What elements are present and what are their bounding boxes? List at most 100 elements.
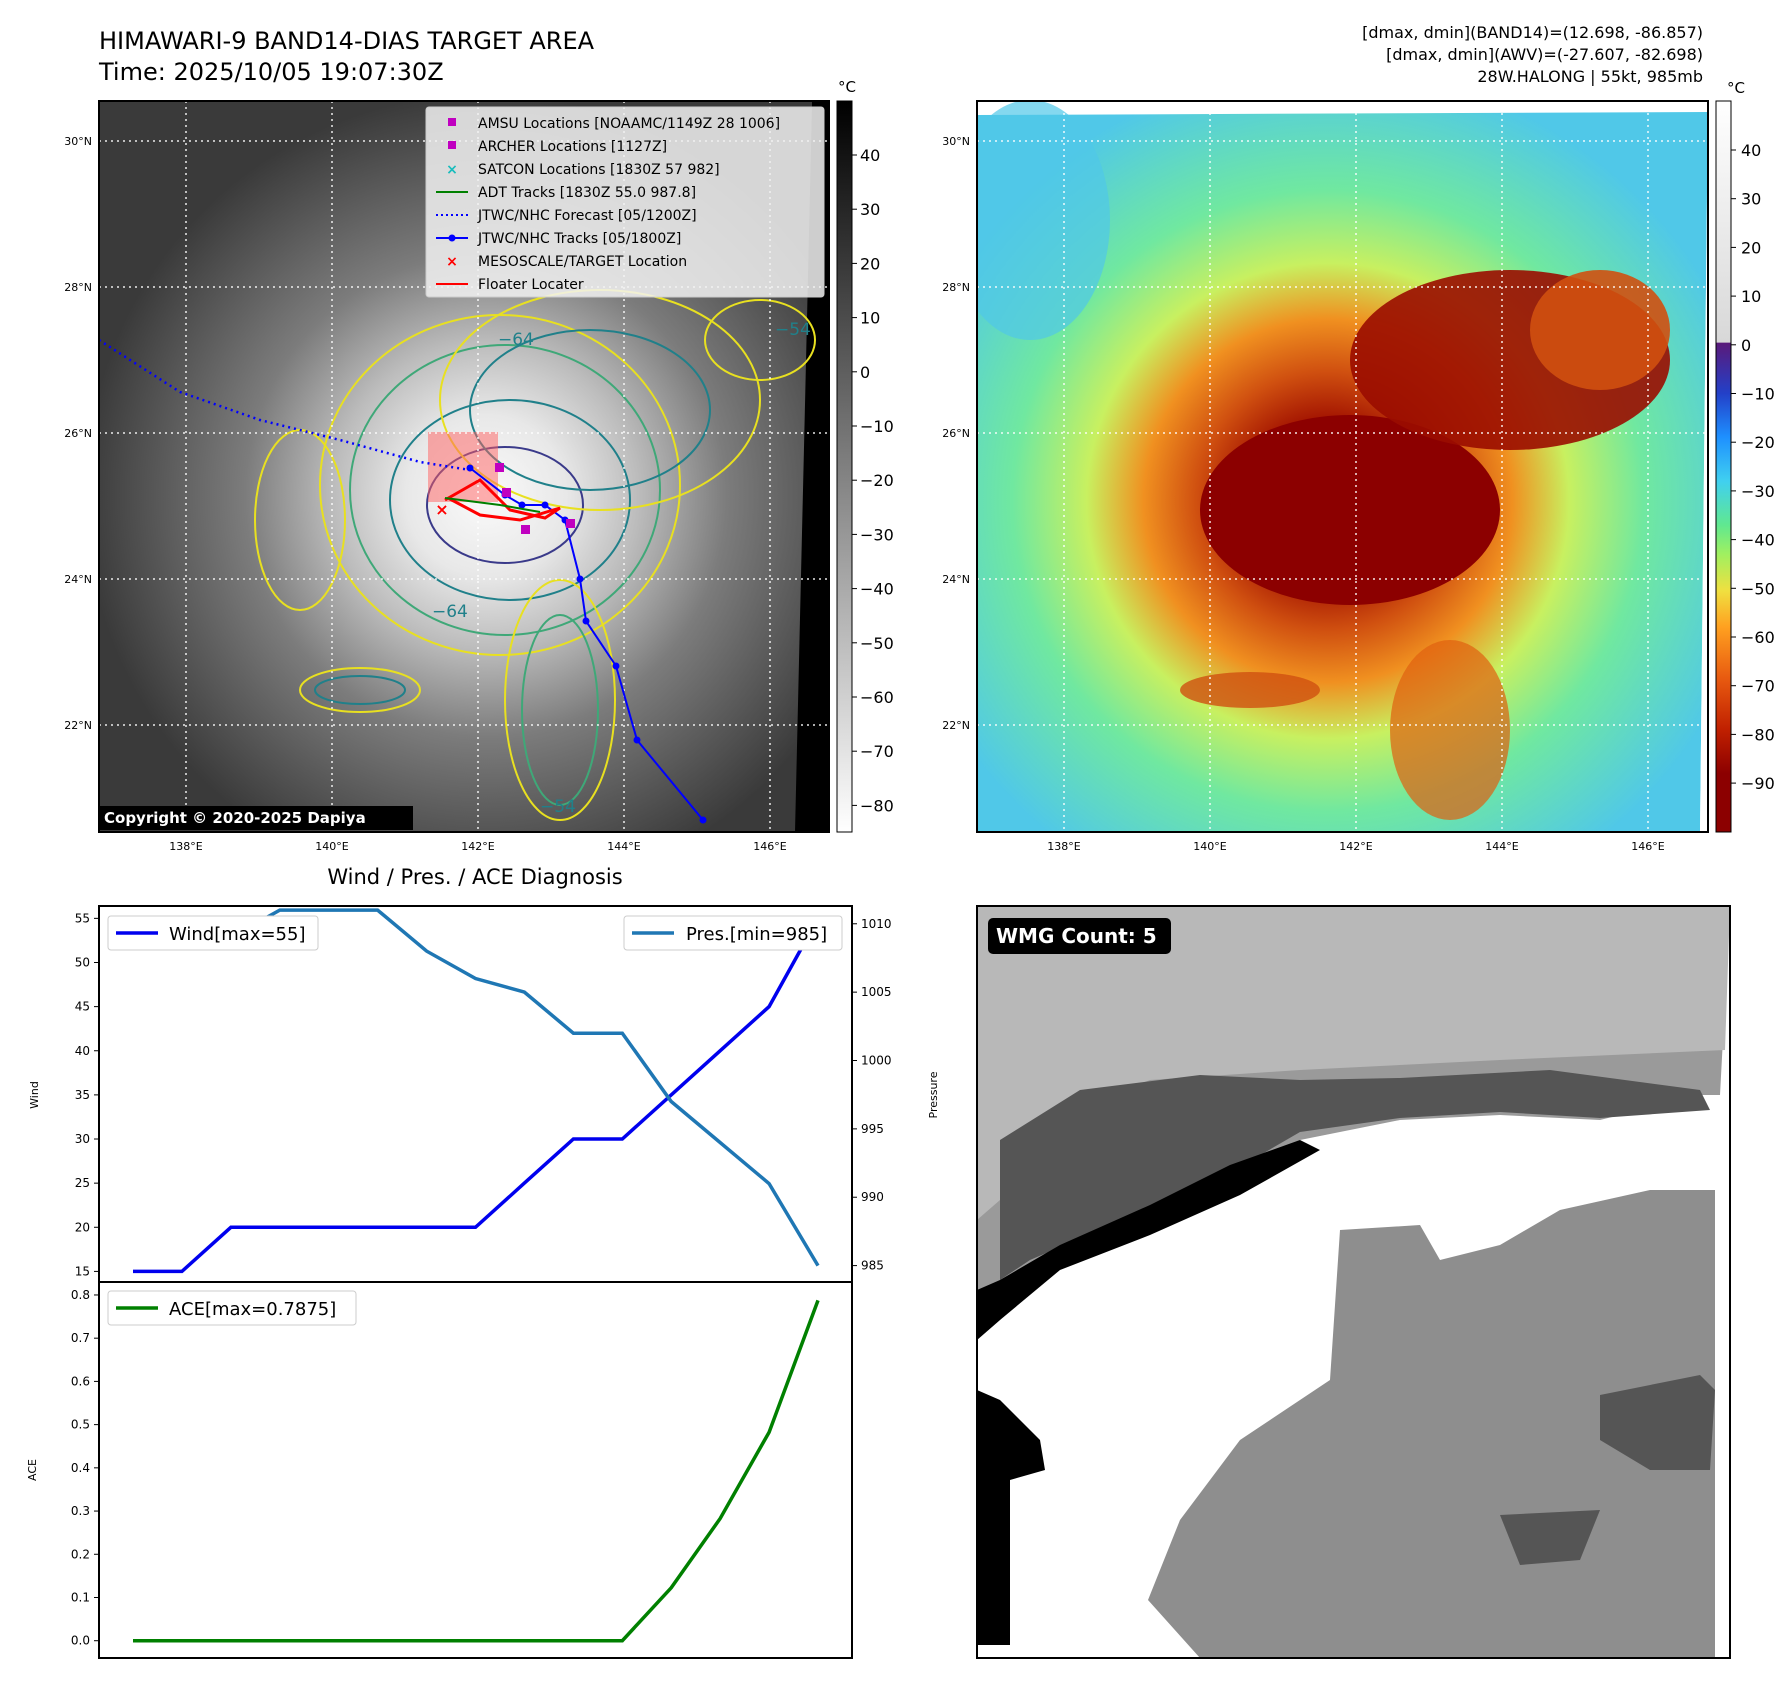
info-line-1: [dmax, dmin](BAND14)=(12.698, -86.857) bbox=[1362, 23, 1703, 42]
lat-tick: 28°N bbox=[64, 281, 92, 294]
lon-tick: 140°E bbox=[1193, 840, 1226, 853]
colorbar-tick-label: 20 bbox=[860, 254, 880, 273]
contour-label: −54 bbox=[775, 320, 811, 340]
colorbar-tick-label: −50 bbox=[860, 634, 894, 653]
colorbar-tick-label: 10 bbox=[1741, 287, 1761, 306]
pressure-axis-label: Pressure bbox=[927, 1071, 940, 1118]
ace-tick-label: 0.7 bbox=[71, 1331, 90, 1345]
colorbar-tick-label: −40 bbox=[860, 580, 894, 599]
wind-pressure-chart: 15 20 25 30 35 40 45 50 55 985 990 995 1000 1005 1010 W… bbox=[75, 905, 892, 1283]
ace-tick-label: 0.4 bbox=[71, 1461, 90, 1475]
ace-tick-label: 0.1 bbox=[71, 1590, 90, 1604]
info-line-2: [dmax, dmin](AWV)=(-27.607, -82.698) bbox=[1386, 45, 1703, 64]
wind-tick-label: 45 bbox=[75, 1000, 90, 1014]
wind-tick-label: 20 bbox=[75, 1220, 90, 1234]
contour-label: −64 bbox=[432, 602, 468, 622]
legend-dot bbox=[448, 234, 456, 242]
lon-tick: 142°E bbox=[1339, 840, 1372, 853]
colorbar-tick-label: −60 bbox=[860, 688, 894, 707]
legend-marker-x: × bbox=[446, 162, 458, 178]
colorbar-tick-label: −30 bbox=[1741, 482, 1775, 501]
colorbar-tick-label: −60 bbox=[1741, 628, 1775, 647]
lon-tick: 138°E bbox=[1047, 840, 1080, 853]
colorbar-tick-label: −10 bbox=[860, 417, 894, 436]
adt-track bbox=[444, 497, 541, 513]
colorbar-tick-label: −40 bbox=[1741, 531, 1775, 550]
pressure-tick-label: 1010 bbox=[861, 917, 892, 931]
colorbar-tick-label: −70 bbox=[1741, 677, 1775, 696]
pressure-tick-label: 995 bbox=[861, 1122, 884, 1136]
ace-tick-label: 0.5 bbox=[71, 1418, 90, 1432]
ace-axis-label: ACE bbox=[26, 1459, 39, 1481]
pressure-tick-label: 1005 bbox=[861, 985, 892, 999]
ace-chart: 0.0 0.1 0.2 0.3 0.4 0.5 0.6 0.7 0.8 ACE[max=0.787… bbox=[71, 1281, 853, 1659]
lon-tick: 146°E bbox=[1631, 840, 1664, 853]
colorbar-tick-label: 0 bbox=[1741, 336, 1751, 355]
colorbar-tick-label: 20 bbox=[1741, 238, 1761, 257]
left-map-ticks: 138°E 140°E 142°E 144°E 146°E 30°N 28°N … bbox=[64, 135, 787, 853]
wind-tick-label: 40 bbox=[75, 1044, 90, 1058]
wind-legend-box bbox=[107, 915, 319, 951]
figure-time: Time: 2025/10/05 19:07:30Z bbox=[98, 58, 444, 86]
map-band14-gray: −64 −64 −54 −54 bbox=[98, 100, 830, 833]
legend: AMSU Locations [NOAAMC/1149Z 28 1006] ARC… bbox=[425, 106, 825, 298]
lon-tick: 144°E bbox=[607, 840, 640, 853]
lat-tick: 30°N bbox=[64, 135, 92, 148]
colorbar-tick-label: −20 bbox=[860, 471, 894, 490]
colorbar-tick-label: 40 bbox=[860, 146, 880, 165]
colorbar-unit: °C bbox=[1727, 79, 1745, 97]
ace-legend-box bbox=[107, 1290, 357, 1326]
contour-label: −64 bbox=[498, 330, 534, 350]
colorbar-tick-label: 0 bbox=[860, 363, 870, 382]
colorbar-tick-label: −50 bbox=[1741, 579, 1775, 598]
legend-label: ARCHER Locations [1127Z] bbox=[478, 139, 667, 155]
legend-label: SATCON Locations [1830Z 57 982] bbox=[478, 162, 720, 178]
legend-label: JTWC/NHC Forecast [05/1200Z] bbox=[477, 208, 697, 224]
wind-series-line bbox=[133, 917, 820, 1274]
legend-marker-square bbox=[448, 141, 456, 149]
info-line-3: 28W.HALONG | 55kt, 985mb bbox=[1477, 67, 1703, 86]
wmg-count: WMG Count: 5 bbox=[996, 924, 1157, 948]
colorbar-gray: °C 40 30 20 10 0 −10 −20 −30 −40 −50 −60 −70 −80 bbox=[836, 78, 894, 833]
right-map-ticks: 138°E 140°E 142°E 144°E 146°E 30°N 28°N … bbox=[942, 135, 1665, 853]
legend-marker-x: × bbox=[446, 254, 458, 270]
colorbar-tick-label: −80 bbox=[860, 796, 894, 815]
pressure-tick-label: 985 bbox=[861, 1259, 884, 1273]
legend-label: ADT Tracks [1830Z 55.0 987.8] bbox=[478, 185, 696, 201]
colorbar-tick-label: 40 bbox=[1741, 141, 1761, 160]
colorbar-tick-label: −30 bbox=[860, 525, 894, 544]
ace-series-line bbox=[133, 1299, 820, 1643]
diagnosis-title: Wind / Pres. / ACE Diagnosis bbox=[327, 865, 622, 889]
legend-label: MESOSCALE/TARGET Location bbox=[478, 254, 687, 270]
wind-tick-label: 35 bbox=[75, 1088, 90, 1102]
ace-tick-label: 0.3 bbox=[71, 1504, 90, 1518]
colorbar-color: °C 40 30 20 10 0 −10 −20 −30 −40 −50 −60 −70 −80 −90 bbox=[1715, 79, 1775, 833]
legend-marker-square bbox=[448, 118, 456, 126]
colorbar-tick-label: −90 bbox=[1741, 774, 1775, 793]
jtwc-track bbox=[469, 467, 704, 821]
pressure-tick-label: 990 bbox=[861, 1190, 884, 1204]
colorbar-tick-label: −70 bbox=[860, 742, 894, 761]
target-marker: × bbox=[435, 500, 448, 519]
lon-tick: 142°E bbox=[461, 840, 494, 853]
wind-tick-label: 15 bbox=[75, 1264, 90, 1278]
wind-tick-label: 25 bbox=[75, 1176, 90, 1190]
ace-tick-label: 0.6 bbox=[71, 1374, 90, 1388]
wind-legend-label: Wind[max=55] bbox=[169, 924, 306, 945]
lat-tick: 26°N bbox=[942, 427, 970, 440]
wind-tick-label: 50 bbox=[75, 955, 90, 969]
lon-tick: 146°E bbox=[753, 840, 786, 853]
ace-tick-label: 0.2 bbox=[71, 1547, 90, 1561]
wind-tick-label: 55 bbox=[75, 911, 90, 925]
wind-tick-label: 30 bbox=[75, 1132, 90, 1146]
colorbar-tick-label: 30 bbox=[860, 200, 880, 219]
lat-tick: 30°N bbox=[942, 135, 970, 148]
lat-tick: 26°N bbox=[64, 427, 92, 440]
lon-tick: 140°E bbox=[315, 840, 348, 853]
lat-tick: 22°N bbox=[942, 719, 970, 732]
floater-track bbox=[444, 478, 561, 522]
copyright: Copyright © 2020-2025 Dapiya bbox=[104, 809, 366, 827]
pressure-tick-label: 1000 bbox=[861, 1054, 892, 1068]
pressure-legend-box bbox=[623, 915, 843, 951]
